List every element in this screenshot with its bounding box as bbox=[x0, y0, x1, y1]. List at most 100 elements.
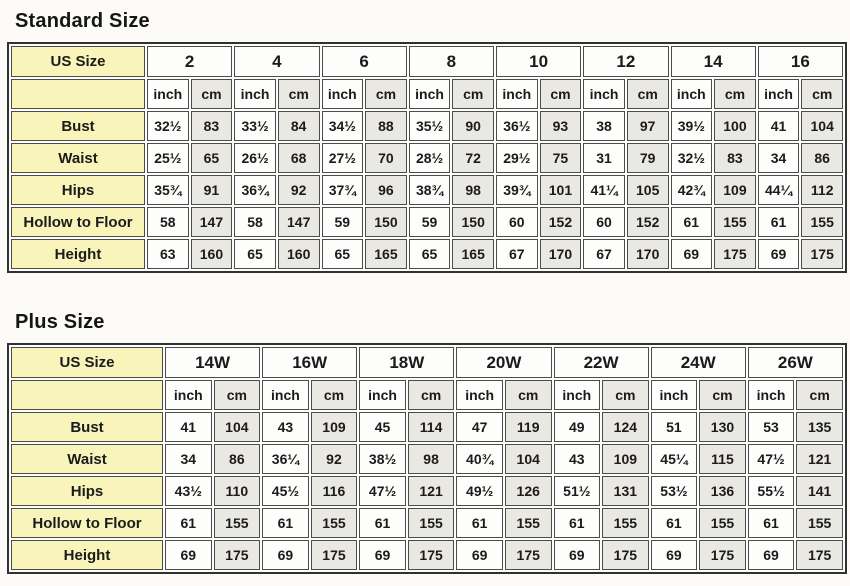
inch-value-cell: 36¾ bbox=[234, 175, 276, 205]
size-header-row: US Size 14W 16W 18W 20W 22W 24W 26W bbox=[11, 347, 843, 378]
measurement-label-cell: Bust bbox=[11, 111, 145, 141]
inch-value-cell: 44¼ bbox=[757, 175, 800, 205]
cm-value-cell: 152 bbox=[626, 207, 669, 237]
inch-value-cell: 65 bbox=[321, 239, 364, 269]
cm-value-cell: 72 bbox=[452, 143, 494, 173]
measurement-row: Bust 41 104 43 109 45 114 47 119 49 124 51 130 53 135 bbox=[11, 412, 843, 442]
cm-value-cell: 175 bbox=[213, 540, 261, 570]
inch-value-cell: 69 bbox=[747, 540, 795, 570]
size-header-cell: 20W bbox=[456, 347, 552, 378]
size-header-cell: 16W bbox=[262, 347, 358, 378]
size-header-cell: 12 bbox=[583, 46, 669, 77]
cm-unit-cell: cm bbox=[310, 380, 358, 410]
cm-value-cell: 109 bbox=[602, 444, 649, 474]
inch-value-cell: 69 bbox=[165, 540, 212, 570]
inch-value-cell: 29½ bbox=[496, 143, 538, 173]
measurement-row: Waist 34 86 36¼ 92 38½ 98 40¾ 104 43 109 45¼ 115 47½ 1… bbox=[11, 444, 843, 474]
cm-value-cell: 68 bbox=[277, 143, 320, 173]
cm-value-cell: 121 bbox=[407, 476, 455, 506]
inch-value-cell: 49½ bbox=[456, 476, 503, 506]
cm-value-cell: 160 bbox=[277, 239, 320, 269]
cm-value-cell: 104 bbox=[801, 111, 843, 141]
cm-value-cell: 135 bbox=[796, 412, 843, 442]
cm-value-cell: 97 bbox=[626, 111, 669, 141]
cm-value-cell: 165 bbox=[365, 239, 407, 269]
inch-value-cell: 36½ bbox=[496, 111, 538, 141]
cm-value-cell: 147 bbox=[277, 207, 320, 237]
inch-value-cell: 38¾ bbox=[408, 175, 451, 205]
cm-value-cell: 109 bbox=[714, 175, 756, 205]
cm-value-cell: 155 bbox=[310, 508, 358, 538]
measurement-label-cell: Height bbox=[11, 239, 145, 269]
cm-value-cell: 150 bbox=[452, 207, 494, 237]
cm-value-cell: 115 bbox=[699, 444, 746, 474]
measurement-row: Hips 43½ 110 45½ 116 47½ 121 49½ 126 51½ 131 53½ 136… bbox=[11, 476, 843, 506]
inch-value-cell: 47½ bbox=[359, 476, 406, 506]
size-header-cell: 2 bbox=[147, 46, 233, 77]
cm-value-cell: 88 bbox=[365, 111, 407, 141]
inch-value-cell: 45½ bbox=[262, 476, 309, 506]
size-header-cell: 4 bbox=[234, 46, 320, 77]
plus-size-table-slot: US Size 14W 16W 18W 20W 22W 24W 26W inch cm inch cm… bbox=[7, 343, 847, 574]
inch-unit-cell: inch bbox=[321, 79, 364, 109]
measurement-label-cell: Hips bbox=[11, 476, 163, 506]
inch-value-cell: 69 bbox=[359, 540, 406, 570]
inch-value-cell: 65 bbox=[408, 239, 451, 269]
cm-value-cell: 79 bbox=[626, 143, 669, 173]
inch-value-cell: 69 bbox=[456, 540, 503, 570]
cm-value-cell: 165 bbox=[452, 239, 494, 269]
inch-value-cell: 58 bbox=[147, 207, 189, 237]
inch-value-cell: 43 bbox=[553, 444, 601, 474]
inch-value-cell: 47 bbox=[456, 412, 503, 442]
plus-size-title: Plus Size bbox=[15, 311, 105, 333]
cm-value-cell: 65 bbox=[190, 143, 233, 173]
cm-unit-cell: cm bbox=[452, 79, 494, 109]
measurement-row: Hollow to Floor 58 147 58 147 59 150 59 150 60 152… bbox=[11, 207, 843, 237]
inch-value-cell: 32½ bbox=[147, 111, 189, 141]
standard-size-table-slot: US Size 2 4 6 8 10 12 14 16 inch cm inch cm inch cm inc… bbox=[7, 42, 847, 273]
inch-unit-cell: inch bbox=[553, 380, 601, 410]
unit-header-row: inch cm inch cm inch cm inch cm inch cm inch cm inch… bbox=[11, 380, 843, 410]
inch-unit-cell: inch bbox=[496, 79, 538, 109]
inch-value-cell: 34 bbox=[757, 143, 800, 173]
inch-unit-cell: inch bbox=[234, 79, 276, 109]
inch-value-cell: 58 bbox=[234, 207, 276, 237]
cm-value-cell: 175 bbox=[714, 239, 756, 269]
inch-value-cell: 69 bbox=[650, 540, 698, 570]
cm-value-cell: 93 bbox=[539, 111, 582, 141]
cm-value-cell: 104 bbox=[504, 444, 552, 474]
inch-value-cell: 36¼ bbox=[262, 444, 309, 474]
cm-value-cell: 175 bbox=[801, 239, 843, 269]
inch-value-cell: 67 bbox=[583, 239, 625, 269]
standard-size-section: Standard Size US Size 2 4 6 8 10 12 14 16 inch cm i… bbox=[7, 10, 847, 273]
cm-value-cell: 86 bbox=[801, 143, 843, 173]
cm-value-cell: 155 bbox=[602, 508, 649, 538]
cm-value-cell: 84 bbox=[277, 111, 320, 141]
cm-unit-cell: cm bbox=[626, 79, 669, 109]
inch-value-cell: 41¼ bbox=[583, 175, 625, 205]
inch-unit-cell: inch bbox=[757, 79, 800, 109]
inch-value-cell: 69 bbox=[262, 540, 309, 570]
inch-value-cell: 61 bbox=[553, 508, 601, 538]
inch-value-cell: 31 bbox=[583, 143, 625, 173]
inch-value-cell: 61 bbox=[670, 207, 713, 237]
cm-value-cell: 100 bbox=[714, 111, 756, 141]
inch-unit-cell: inch bbox=[650, 380, 698, 410]
cm-value-cell: 75 bbox=[539, 143, 582, 173]
cm-value-cell: 175 bbox=[796, 540, 843, 570]
inch-value-cell: 51½ bbox=[553, 476, 601, 506]
inch-value-cell: 69 bbox=[670, 239, 713, 269]
inch-value-cell: 59 bbox=[321, 207, 364, 237]
inch-value-cell: 69 bbox=[757, 239, 800, 269]
measurement-label-cell: Bust bbox=[11, 412, 163, 442]
inch-value-cell: 53 bbox=[747, 412, 795, 442]
inch-value-cell: 28½ bbox=[408, 143, 451, 173]
inch-value-cell: 34 bbox=[165, 444, 212, 474]
inch-value-cell: 35¾ bbox=[147, 175, 189, 205]
cm-value-cell: 126 bbox=[504, 476, 552, 506]
inch-value-cell: 38½ bbox=[359, 444, 406, 474]
size-header-cell: 10 bbox=[496, 46, 582, 77]
inch-value-cell: 59 bbox=[408, 207, 451, 237]
cm-value-cell: 92 bbox=[277, 175, 320, 205]
